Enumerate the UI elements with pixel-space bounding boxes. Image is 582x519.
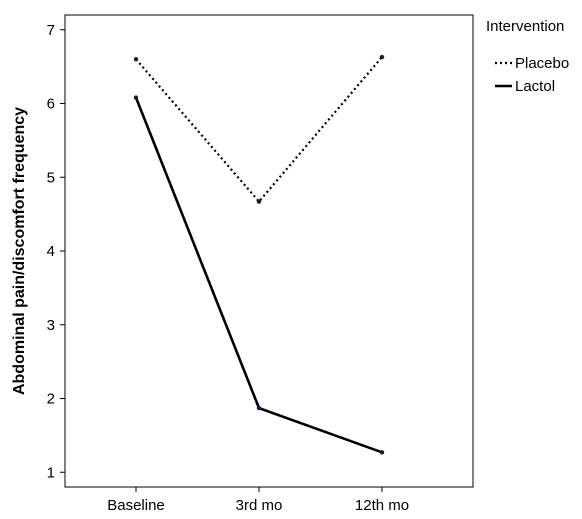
data-point-placebo — [379, 54, 385, 60]
legend-label-lactol: Lactol — [515, 78, 555, 95]
legend-label-placebo: Placebo — [515, 55, 569, 72]
data-point-lactol — [256, 405, 262, 411]
y-tick-label: 2 — [47, 391, 55, 408]
y-tick-label: 6 — [47, 96, 55, 113]
y-tick-label: 5 — [47, 169, 55, 186]
x-axis: Baseline 3rd mo 12th mo — [107, 487, 409, 514]
y-axis-label: Abdominal pain/discomfort frequency — [11, 107, 28, 395]
x-tick-label: 3rd mo — [236, 497, 283, 514]
legend-title: Intervention — [486, 18, 564, 35]
data-point-placebo — [133, 57, 139, 62]
legend-items: Placebo Lactol — [495, 55, 569, 95]
y-tick-label: 7 — [47, 22, 55, 39]
data-point-lactol — [133, 95, 139, 100]
x-tick-label: 12th mo — [355, 497, 409, 514]
x-tick-label: Baseline — [107, 497, 165, 514]
data-point-placebo — [256, 199, 262, 204]
y-tick-label: 1 — [47, 464, 55, 481]
data-point-lactol — [379, 450, 385, 455]
plot-area-frame — [64, 14, 474, 488]
series-layer — [133, 54, 385, 455]
y-tick-label: 4 — [47, 243, 55, 260]
legend: Intervention Placebo Lactol — [486, 18, 569, 95]
y-tick-label: 3 — [47, 317, 55, 334]
y-axis: 1 2 3 4 5 6 7 — [47, 22, 65, 481]
